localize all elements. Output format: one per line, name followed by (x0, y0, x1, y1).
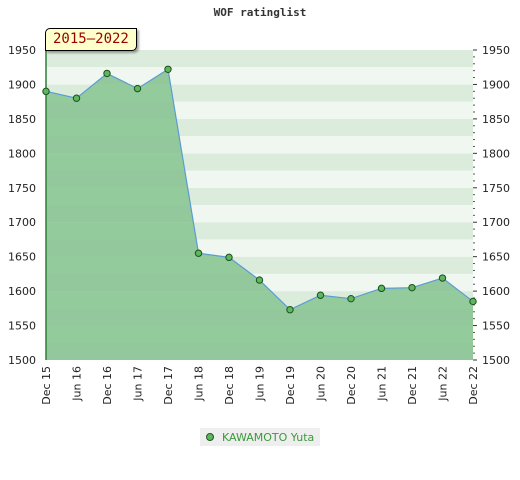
data-point (469, 297, 477, 306)
y-tick-label-left: 1650 (8, 251, 36, 264)
x-tick-label: Dec 15 (40, 366, 53, 405)
x-tick-label: Jun 17 (132, 366, 145, 402)
data-point (377, 284, 386, 293)
data-point (133, 84, 142, 93)
x-tick-label: Dec 16 (101, 366, 114, 405)
y-tick-label-left: 1550 (8, 320, 36, 333)
area-band (46, 342, 473, 360)
y-tick-label-left: 1800 (8, 147, 36, 160)
y-tick-label-right: 1550 (482, 320, 510, 333)
data-point (103, 69, 111, 78)
x-tick-label: Dec 19 (284, 366, 297, 405)
data-point (225, 253, 233, 262)
chart-title: WOF ratinglist (213, 6, 307, 19)
data-point (408, 283, 416, 292)
x-tick-label: Jun 19 (254, 366, 267, 402)
y-tick-label-left: 1600 (8, 285, 36, 298)
area-band (46, 308, 473, 326)
data-point (72, 94, 81, 102)
data-point (438, 274, 447, 282)
y-tick-label-right: 1900 (482, 78, 510, 91)
x-tick-label: Jun 21 (376, 366, 389, 402)
x-tick-label: Jun 20 (315, 366, 328, 402)
legend-label: KAWAMOTO Yuta (222, 430, 315, 444)
y-tick-label-left: 1750 (8, 182, 36, 195)
y-tick-label-left: 1900 (8, 78, 36, 91)
data-point (255, 276, 264, 284)
x-tick-label: Dec 21 (406, 366, 419, 405)
y-tick-label-right: 1800 (482, 147, 510, 160)
y-tick-label-right: 1600 (482, 285, 510, 298)
x-tick-label: Dec 17 (162, 366, 175, 405)
data-point (316, 291, 325, 299)
y-tick-label-left: 1950 (8, 44, 36, 57)
legend-marker-icon (206, 433, 214, 441)
y-tick-label-left: 1700 (8, 216, 36, 229)
y-tick-label-right: 1850 (482, 113, 510, 126)
data-point (286, 306, 294, 314)
x-tick-label: Dec 18 (223, 366, 236, 405)
x-tick-label: Jun 22 (437, 366, 450, 402)
y-tick-label-left: 1500 (8, 354, 36, 367)
period-badge: 2015–2022 (45, 28, 137, 51)
data-point (42, 87, 50, 96)
x-tick-label: Jun 16 (71, 366, 84, 402)
data-point (164, 65, 172, 73)
y-tick-label-right: 1700 (482, 216, 510, 229)
grid-band (46, 50, 473, 68)
legend[interactable]: KAWAMOTO Yuta (200, 428, 321, 446)
y-tick-label-right: 1500 (482, 354, 510, 367)
y-tick-label-left: 1850 (8, 113, 36, 126)
y-tick-label-right: 1950 (482, 44, 510, 57)
y-tick-label-right: 1650 (482, 251, 510, 264)
y-tick-label-right: 1750 (482, 182, 510, 195)
x-tick-label: Jun 18 (193, 366, 206, 402)
data-point (194, 249, 203, 257)
x-tick-label: Dec 22 (467, 366, 480, 405)
x-tick-label: Dec 20 (345, 366, 358, 405)
data-point (347, 294, 355, 303)
